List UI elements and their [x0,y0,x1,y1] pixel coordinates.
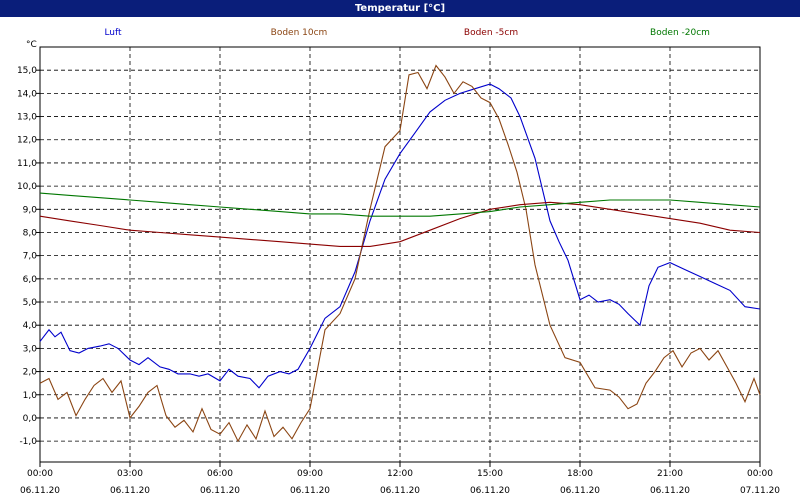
y-tick-label: 10,0 [17,182,37,192]
x-tick-date: 06.11.20 [470,486,510,496]
y-tick-label: 11,0 [17,159,37,169]
y-tick-label: 7,0 [23,252,38,262]
x-tick-time: 00:00 [27,469,53,479]
temperature-chart: Luft Boden 10cm Boden -5cm Boden -20cm °C -… [17,28,780,496]
x-tick-time: 09:00 [297,469,323,479]
y-tick-label: 5,0 [23,298,38,308]
x-tick-date: 06.11.20 [200,486,240,496]
x-tick-time: 18:00 [567,469,593,479]
x-tick-time: 12:00 [387,469,413,479]
y-tick-label: 2,0 [23,368,38,378]
y-tick-label: 0,0 [23,414,38,424]
x-tick-time: 03:00 [117,469,143,479]
series-line-2 [39,201,761,247]
y-tick-label: 9,0 [23,205,38,215]
x-tick-date: 06.11.20 [560,486,600,496]
chart-title: Temperatur [°C] [0,0,800,17]
x-tick-date: 06.11.20 [290,486,330,496]
x-axis: 00:00 06.11.20 03:00 06.11.20 06:00 06.11.20 0… [20,462,780,496]
y-axis: -1,0 0,0 1,0 2,0 3,0 4,0 5,0 6,0 7,0 8,0 9,0 10,0 11… [17,66,40,447]
legend-entry-3: Boden -20cm [650,28,710,38]
x-tick-time: 06:00 [207,469,233,479]
legend: Luft Boden 10cm Boden -5cm Boden -20cm [104,28,710,38]
legend-entry-1: Boden 10cm [271,28,328,38]
legend-entry-0: Luft [104,28,122,38]
series-lines [39,64,761,443]
x-tick-date: 07.11.20 [740,486,780,496]
y-axis-unit: °C [26,40,37,50]
grid [40,47,760,462]
y-tick-label: 15,0 [17,66,37,76]
y-tick-label: 4,0 [23,321,38,331]
y-tick-label: 1,0 [23,391,38,401]
x-tick-time: 15:00 [477,469,503,479]
y-tick-label: -1,0 [19,437,37,447]
legend-entry-2: Boden -5cm [464,28,518,38]
y-tick-label: 8,0 [23,228,38,238]
x-tick-date: 06.11.20 [110,486,150,496]
x-tick-time: 00:00 [747,469,773,479]
x-tick-date: 06.11.20 [20,486,60,496]
y-tick-label: 6,0 [23,275,38,285]
y-tick-label: 3,0 [23,344,38,354]
y-tick-label: 13,0 [17,113,37,123]
x-tick-date: 06.11.20 [380,486,420,496]
x-tick-time: 21:00 [657,469,683,479]
series-line-3 [39,192,761,217]
series-line-1 [39,64,761,443]
y-tick-label: 14,0 [17,89,37,99]
y-tick-label: 12,0 [17,136,37,146]
x-tick-date: 06.11.20 [650,486,690,496]
